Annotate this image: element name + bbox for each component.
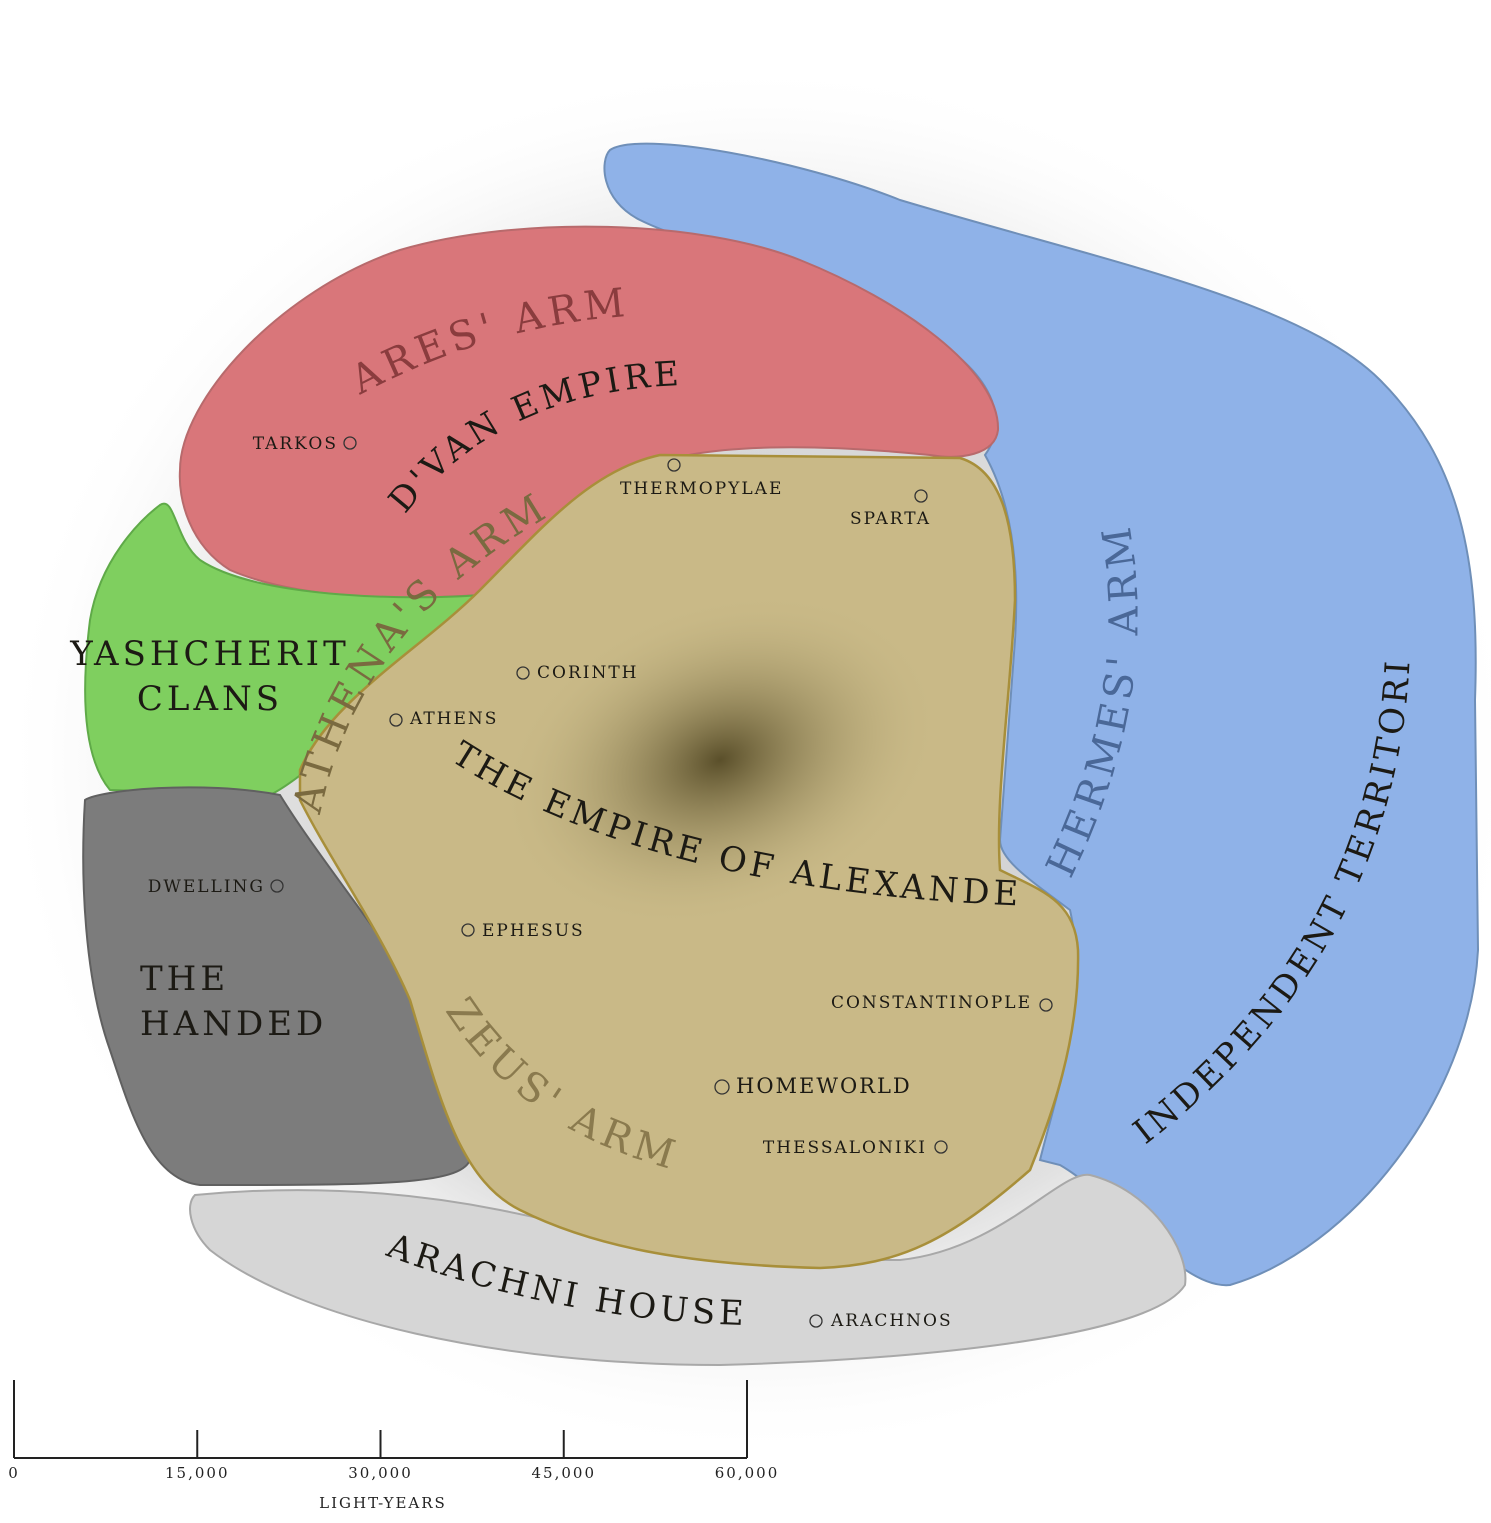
star-marker bbox=[516, 666, 530, 680]
system-label: SPARTA bbox=[850, 509, 931, 529]
star-marker bbox=[667, 458, 681, 472]
system-label: ARACHNOS bbox=[830, 1311, 953, 1331]
scale-tick-label: 60,000 bbox=[715, 1464, 780, 1482]
system-label: EPHESUS bbox=[482, 921, 585, 941]
galactic-core bbox=[497, 590, 943, 930]
star-marker bbox=[343, 436, 357, 450]
system-label: TARKOS bbox=[253, 434, 338, 454]
region-label: HANDED bbox=[140, 1004, 327, 1044]
region-label: THE bbox=[140, 959, 229, 999]
system-label: HOMEWORLD bbox=[736, 1074, 912, 1098]
scale-unit: LIGHT-YEARS bbox=[319, 1494, 447, 1512]
region-label: CLANS bbox=[137, 679, 283, 719]
star-marker bbox=[914, 489, 928, 503]
star-marker bbox=[270, 879, 284, 893]
star-marker bbox=[389, 713, 403, 727]
scale-tick-label: 45,000 bbox=[532, 1464, 597, 1482]
scale-tick-label: 0 bbox=[8, 1464, 20, 1482]
star-marker bbox=[714, 1079, 730, 1095]
system-label: ATHENS bbox=[409, 709, 498, 729]
scale-bar: LIGHT-YEARS 0 15,000 30,000 45,000 60,000 bbox=[8, 1380, 780, 1512]
system-label: DWELLING bbox=[148, 877, 265, 897]
scale-tick-label: 15,000 bbox=[165, 1464, 230, 1482]
region-label: YASHCHERIT bbox=[69, 634, 350, 674]
star-marker bbox=[461, 923, 475, 937]
star-marker bbox=[809, 1314, 823, 1328]
system-label: THESSALONIKI bbox=[763, 1138, 927, 1158]
system-label: CONSTANTINOPLE bbox=[831, 993, 1032, 1013]
star-marker bbox=[1039, 998, 1053, 1012]
star-marker bbox=[934, 1140, 948, 1154]
scale-tick-label: 30,000 bbox=[348, 1464, 413, 1482]
system-label: CORINTH bbox=[537, 663, 639, 683]
system-label: THERMOPYLAE bbox=[620, 479, 783, 499]
